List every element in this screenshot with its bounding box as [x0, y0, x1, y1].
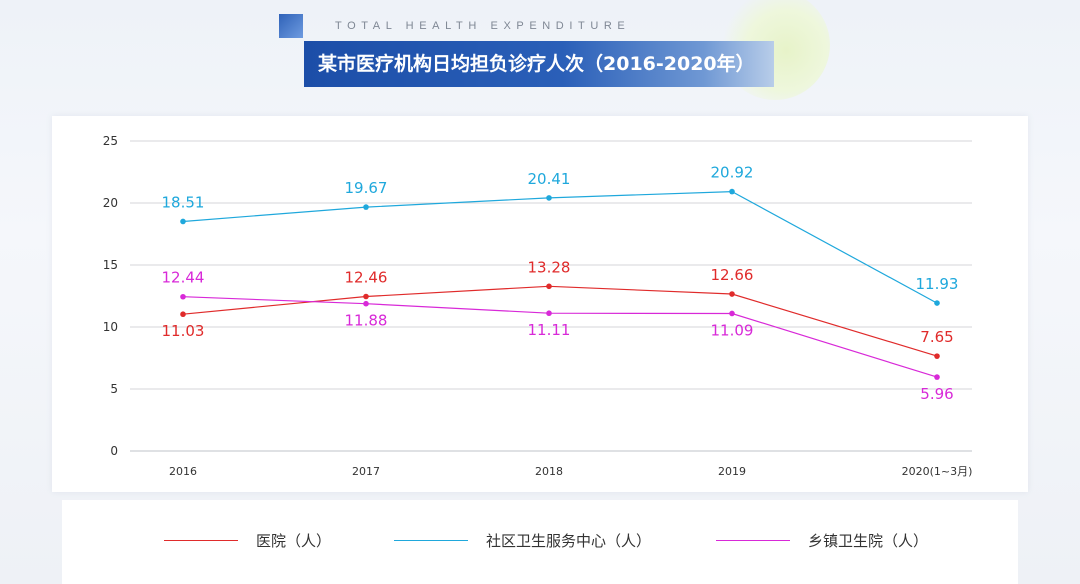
y-tick-label: 0 — [110, 444, 118, 458]
header-subtitle: TOTAL HEALTH EXPENDITURE — [335, 20, 631, 32]
data-label: 20.41 — [528, 170, 571, 188]
data-label: 13.28 — [528, 258, 571, 276]
data-point — [363, 300, 369, 307]
data-label: 12.66 — [711, 266, 754, 284]
y-tick-label: 15 — [103, 258, 118, 272]
data-label: 11.09 — [711, 321, 754, 339]
legend-label-hospital: 医院（人） — [256, 532, 332, 550]
x-tick-label: 2019 — [718, 465, 746, 478]
data-label: 19.67 — [345, 179, 388, 197]
data-label: 7.65 — [920, 328, 953, 346]
data-point — [934, 300, 940, 306]
legend-label-community-center: 社区卫生服务中心（人） — [486, 532, 652, 550]
data-point — [729, 310, 735, 317]
data-label: 18.51 — [162, 193, 205, 211]
chart-panel: 0 5 10 15 20 25 2016 2017 2018 2019 2020(1~3月) 11.0… — [52, 116, 1028, 492]
data-label: 20.92 — [711, 164, 754, 182]
legend-line-community-center — [394, 540, 468, 541]
data-point — [546, 283, 552, 290]
legend-label-township-hospital: 乡镇卫生院（人） — [808, 532, 929, 550]
data-label: 5.96 — [920, 385, 953, 403]
data-label: 11.88 — [345, 312, 388, 330]
x-tick-label: 2018 — [535, 465, 563, 478]
data-point — [363, 293, 369, 300]
x-tick-label: 2017 — [352, 465, 380, 478]
data-point — [546, 310, 552, 317]
y-tick-label: 20 — [103, 196, 118, 210]
data-label: 11.11 — [528, 321, 571, 339]
data-label: 12.46 — [345, 268, 388, 286]
x-tick-label: 2020(1~3月) — [902, 465, 973, 478]
data-point — [934, 353, 940, 359]
data-point — [180, 218, 186, 225]
line-chart: 0 5 10 15 20 25 2016 2017 2018 2019 2020(1~3月) 11.0… — [103, 134, 973, 478]
data-label: 11.93 — [916, 275, 959, 293]
data-point — [934, 374, 940, 380]
data-point — [180, 311, 186, 318]
data-point — [729, 188, 735, 195]
chart-legend: 医院（人） 社区卫生服务中心（人） 乡镇卫生院（人） — [62, 500, 1018, 584]
data-point — [363, 204, 369, 210]
data-point — [729, 291, 735, 297]
y-tick-label: 25 — [103, 134, 118, 148]
legend-line-township-hospital — [716, 540, 790, 541]
x-tick-label: 2016 — [169, 465, 197, 478]
data-label: 12.44 — [162, 269, 205, 287]
decorative-square — [279, 14, 303, 38]
y-tick-label: 5 — [110, 382, 118, 396]
chart-title: 某市医疗机构日均担负诊疗人次（2016-2020年） — [304, 41, 774, 87]
legend-line-hospital — [164, 540, 238, 541]
y-tick-label: 10 — [103, 320, 118, 334]
data-label: 11.03 — [162, 322, 205, 340]
data-point — [180, 293, 186, 300]
data-point — [546, 195, 552, 201]
